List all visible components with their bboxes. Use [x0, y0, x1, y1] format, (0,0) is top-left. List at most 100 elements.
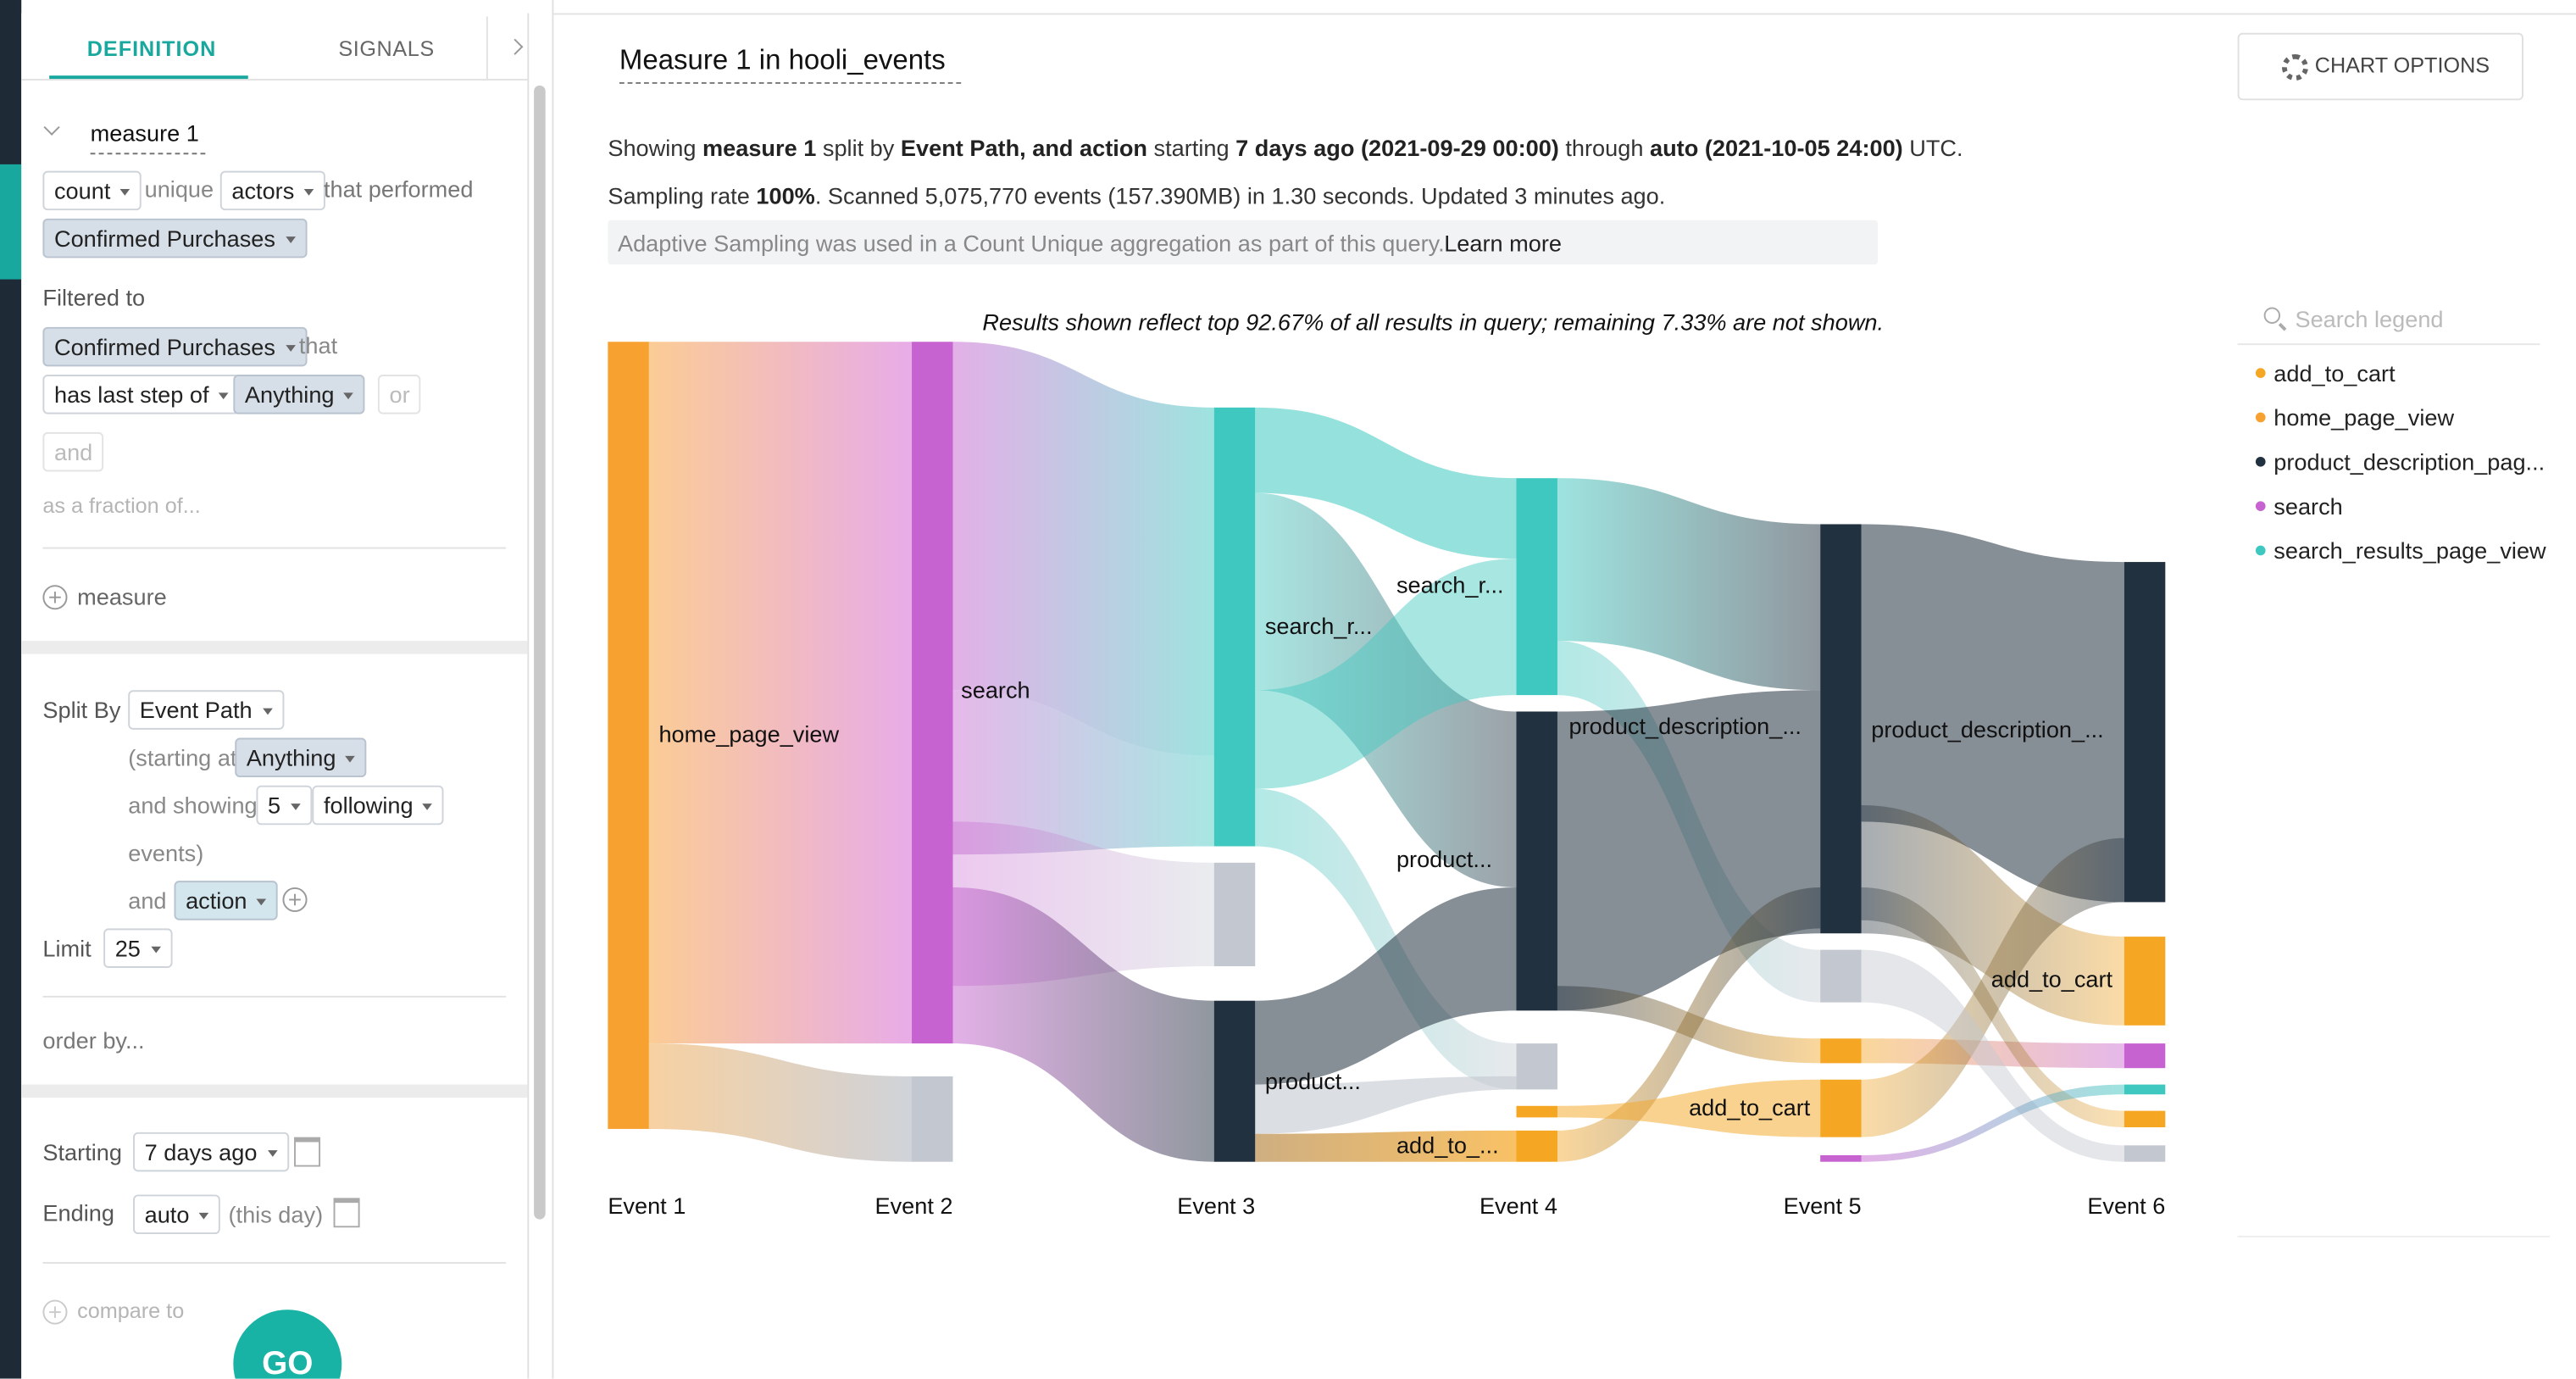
summary-segment: 7 days ago (2021-09-29 00:00)	[1235, 134, 1559, 162]
sankey: home_page_view search search_r... product..…	[608, 342, 2166, 1219]
sankey-node	[1516, 711, 1557, 1011]
step-label: Event 3	[1177, 1193, 1255, 1219]
add-icon[interactable]	[42, 1299, 68, 1325]
tab[interactable]: DEFINITION	[86, 36, 217, 61]
label: and showing	[128, 792, 258, 819]
dropdown[interactable]: auto	[133, 1194, 221, 1235]
sankey-node	[2124, 1084, 2166, 1095]
node-label: product...	[1265, 1068, 1361, 1094]
flow	[1861, 805, 2124, 1026]
step-label: Event 5	[1784, 1193, 1862, 1219]
scrollbar	[534, 85, 546, 1220]
link[interactable]: order by...	[42, 1026, 145, 1054]
nav-active	[0, 164, 22, 280]
sankey-node	[2124, 562, 2166, 903]
dropdown[interactable]: 7 days ago	[133, 1132, 289, 1172]
dropdown[interactable]: count	[42, 170, 142, 211]
legend-item[interactable]: search_results_page_view	[2273, 537, 2546, 564]
summary-line: Sampling rate 100%. Scanned 5,075,770 ev…	[608, 179, 1665, 212]
calendar-icon[interactable]	[333, 1198, 360, 1228]
dropdown[interactable]: Confirmed Purchases	[42, 218, 307, 259]
tabs-border	[21, 79, 528, 81]
sankey-node	[2124, 1145, 2166, 1162]
chart-options-button[interactable]	[2237, 32, 2523, 101]
sankey-node	[1820, 524, 1862, 934]
dropdown[interactable]: Event Path	[128, 690, 284, 730]
link[interactable]: measure	[77, 583, 167, 610]
dropdown[interactable]: following	[312, 785, 445, 826]
dropdown[interactable]: 5	[256, 785, 312, 826]
sankey-node	[2124, 1043, 2166, 1069]
flow	[1255, 407, 1517, 559]
dropdown[interactable]: Confirmed Purchases	[42, 326, 307, 367]
flow	[1861, 524, 2124, 903]
dropdown[interactable]: 25	[103, 928, 172, 968]
summary-segment: Sampling rate	[608, 182, 757, 209]
sankey-node	[1213, 862, 1256, 967]
node-label: search_r...	[1396, 571, 1504, 598]
dropdown[interactable]: Anything	[233, 375, 366, 414]
legend-item[interactable]: search	[2273, 492, 2343, 520]
sankey-node	[1213, 407, 1256, 847]
summary-segment: split by	[816, 134, 901, 162]
section-band	[21, 1084, 528, 1098]
button[interactable]: and	[42, 431, 104, 472]
add-icon[interactable]	[42, 585, 68, 610]
flow	[952, 342, 1214, 756]
measure-name[interactable]: measure 1	[90, 117, 206, 155]
legend-item[interactable]: add_to_cart	[2273, 359, 2396, 386]
sankey-node	[1820, 949, 1862, 1003]
flow	[952, 887, 1214, 1162]
chart-title[interactable]: Measure 1 in hooli_events	[619, 44, 963, 84]
flow	[1861, 949, 2124, 1162]
legend-dot	[2255, 368, 2266, 378]
legend-search[interactable]: Search legend	[2295, 305, 2444, 332]
chip[interactable]: action	[174, 881, 279, 920]
sankey-node	[1820, 1079, 1862, 1137]
sankey-node	[2124, 1110, 2166, 1128]
top-bar-border	[553, 13, 2576, 15]
tab[interactable]: SIGNALS	[338, 36, 435, 61]
summary-segment: auto (2021-10-05 24:00)	[1649, 134, 1903, 162]
summary-segment: through	[1558, 134, 1650, 162]
section-band	[21, 641, 528, 654]
button[interactable]: or	[377, 375, 422, 414]
calendar-icon[interactable]	[294, 1137, 321, 1167]
node-label: add_to_cart	[1991, 966, 2113, 993]
sankey-node	[912, 1076, 953, 1162]
step-label: Event 2	[875, 1193, 953, 1219]
flow	[1255, 1076, 1517, 1134]
flow	[1557, 887, 1821, 1162]
add-icon[interactable]	[282, 887, 308, 913]
sankey-node	[1820, 1154, 1862, 1162]
step-label: Event 6	[2087, 1193, 2165, 1219]
sankey-node	[2124, 937, 2166, 1026]
legend-item[interactable]: product_description_pag...	[2273, 448, 2545, 475]
notice-link[interactable]: Learn more	[1444, 230, 1562, 257]
flow	[1557, 1079, 1821, 1137]
summary-segment: Event Path, and action	[900, 134, 1147, 162]
legend-item[interactable]: home_page_view	[2273, 403, 2455, 431]
summary-segment: . Scanned 5,075,770 events (157.390MB) i…	[814, 182, 1666, 209]
divider	[552, 0, 554, 1379]
link[interactable]: as a fraction of...	[42, 492, 201, 518]
summary-segment: 100%	[756, 182, 815, 209]
sankey-node	[912, 342, 953, 1044]
label: Split By	[42, 697, 121, 724]
separator	[42, 995, 507, 998]
chart-options-label[interactable]: CHART OPTIONS	[2314, 53, 2490, 78]
sankey-node	[608, 342, 649, 1129]
node-label: add_to_...	[1396, 1132, 1499, 1158]
link[interactable]: compare to	[77, 1298, 185, 1323]
legend-dot	[2255, 456, 2266, 467]
step-label: Event 1	[608, 1193, 686, 1219]
sankey-node	[1516, 1130, 1557, 1162]
dropdown[interactable]: has last step of	[42, 375, 241, 414]
flow	[648, 1043, 913, 1162]
legend-dot	[2255, 545, 2266, 556]
sankey-node	[1213, 1000, 1256, 1162]
dropdown[interactable]: actors	[219, 170, 326, 211]
dropdown[interactable]: Anything	[235, 737, 368, 778]
